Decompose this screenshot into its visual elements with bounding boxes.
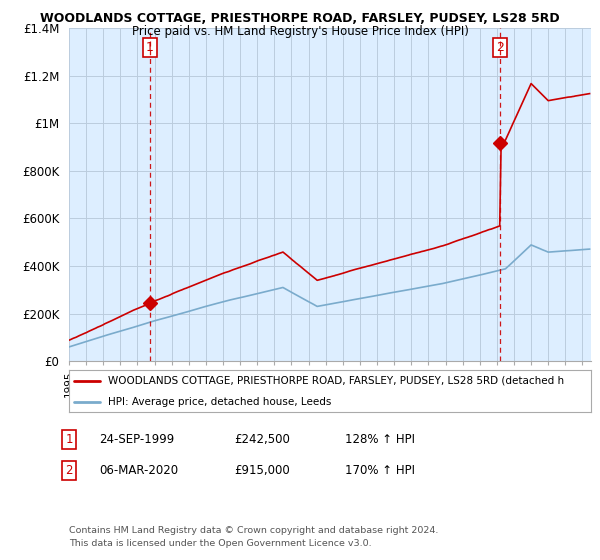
Text: This data is licensed under the Open Government Licence v3.0.: This data is licensed under the Open Gov…	[69, 539, 371, 548]
Text: 2: 2	[65, 464, 73, 477]
Text: 1: 1	[146, 41, 154, 54]
Text: £242,500: £242,500	[234, 433, 290, 446]
Text: 170% ↑ HPI: 170% ↑ HPI	[345, 464, 415, 477]
Text: WOODLANDS COTTAGE, PRIESTHORPE ROAD, FARSLEY, PUDSEY, LS28 5RD: WOODLANDS COTTAGE, PRIESTHORPE ROAD, FAR…	[40, 12, 560, 25]
Text: 2: 2	[496, 41, 504, 54]
Text: WOODLANDS COTTAGE, PRIESTHORPE ROAD, FARSLEY, PUDSEY, LS28 5RD (detached h: WOODLANDS COTTAGE, PRIESTHORPE ROAD, FAR…	[108, 376, 564, 386]
Text: 24-SEP-1999: 24-SEP-1999	[99, 433, 174, 446]
Text: 1: 1	[65, 433, 73, 446]
Text: Price paid vs. HM Land Registry's House Price Index (HPI): Price paid vs. HM Land Registry's House …	[131, 25, 469, 38]
Text: Contains HM Land Registry data © Crown copyright and database right 2024.: Contains HM Land Registry data © Crown c…	[69, 526, 439, 535]
Text: HPI: Average price, detached house, Leeds: HPI: Average price, detached house, Leed…	[108, 398, 332, 407]
Text: 128% ↑ HPI: 128% ↑ HPI	[345, 433, 415, 446]
Text: 06-MAR-2020: 06-MAR-2020	[99, 464, 178, 477]
Text: £915,000: £915,000	[234, 464, 290, 477]
